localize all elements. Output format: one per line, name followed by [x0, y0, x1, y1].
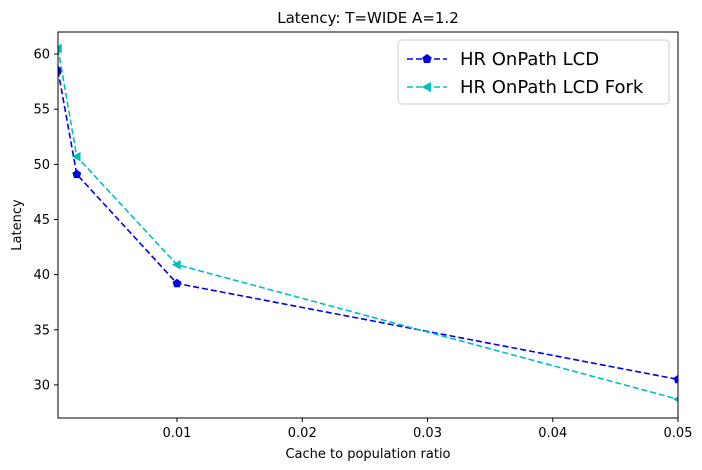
x-tick-label: 0.02	[288, 426, 317, 441]
y-tick-label: 60	[33, 48, 50, 63]
data-point	[71, 151, 81, 162]
data-point	[172, 278, 182, 288]
legend-marker	[421, 81, 431, 93]
y-tick-label: 40	[33, 268, 50, 283]
x-tick-label: 0.03	[413, 426, 442, 441]
plot-frame	[57, 31, 679, 419]
x-tick-label: 0.04	[538, 426, 567, 441]
y-axis: 30 35 40 45 50 55 60	[33, 48, 58, 393]
x-axis: 0.01 0.02 0.03 0.04 0.05	[163, 418, 693, 441]
x-tick-label: 0.05	[664, 426, 693, 441]
series-line	[58, 70, 678, 381]
series-layer	[58, 43, 678, 403]
y-tick-label: 55	[33, 103, 50, 118]
data-point	[171, 259, 181, 270]
x-tick-label: 0.01	[163, 426, 192, 441]
data-point	[72, 169, 82, 179]
data-point	[58, 43, 62, 54]
y-tick-label: 35	[33, 323, 50, 338]
legend: HR OnPath LCD HR OnPath LCD Fork	[397, 39, 670, 105]
data-point	[673, 374, 678, 384]
x-axis-label: Cache to population ratio	[285, 447, 450, 462]
y-tick-label: 30	[33, 378, 50, 393]
legend-box	[397, 39, 670, 105]
chart-title: Latency: T=WIDE A=1.2	[277, 9, 459, 27]
legend-label: HR OnPath LCD Fork	[460, 77, 644, 98]
legend-marker	[422, 54, 432, 64]
y-axis-label: Latency	[10, 199, 25, 251]
y-tick-label: 45	[33, 213, 50, 228]
legend-label: HR OnPath LCD	[460, 49, 599, 70]
y-tick-label: 50	[33, 158, 50, 173]
series-line	[58, 48, 678, 401]
